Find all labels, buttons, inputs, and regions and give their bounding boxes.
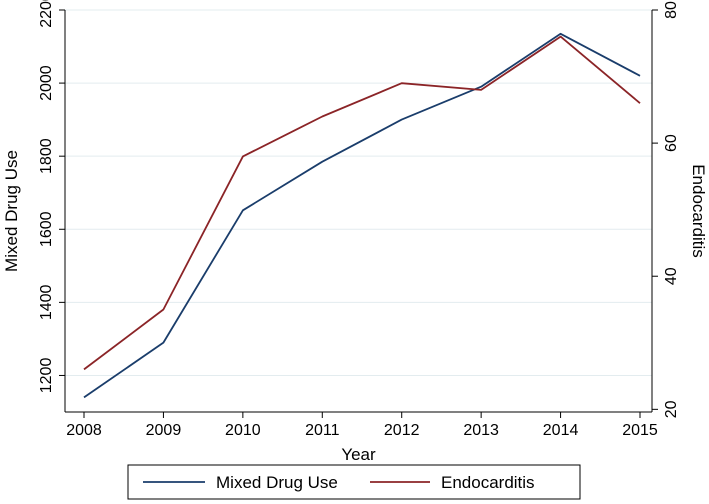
x-tick-label-2014: 2014: [543, 422, 579, 439]
x-tick-label-2015: 2015: [622, 422, 658, 439]
right-tick-label-40: 40: [663, 267, 680, 285]
left-tick-label-2200: 2200: [38, 0, 55, 28]
x-tick-label-2012: 2012: [384, 422, 420, 439]
x-tick-label-2009: 2009: [146, 422, 182, 439]
gridlines: [65, 9, 652, 376]
left-y-ticks: 1200 1400 1600 1800 2000 2200: [38, 0, 65, 393]
right-y-axis-title: Endocarditis: [689, 164, 708, 258]
series-lines: [83, 32, 641, 399]
left-tick-label-1200: 1200: [38, 358, 55, 394]
right-y-ticks: 20 40 60 80: [652, 1, 680, 418]
x-tick-label-2011: 2011: [305, 422, 340, 439]
legend: Mixed Drug Use Endocarditis: [127, 464, 581, 500]
right-tick-label-20: 20: [663, 400, 680, 418]
right-tick-label-60: 60: [663, 134, 680, 152]
left-y-axis-title: Mixed Drug Use: [2, 150, 21, 272]
left-tick-label-1800: 1800: [38, 138, 55, 174]
series-line-endocarditis: [83, 35, 641, 371]
legend-label-mixed-drug-use: Mixed Drug Use: [216, 473, 338, 492]
x-tick-label-2013: 2013: [463, 422, 499, 439]
left-tick-label-1400: 1400: [38, 284, 55, 320]
x-tick-label-2008: 2008: [66, 422, 102, 439]
right-tick-label-80: 80: [663, 1, 680, 19]
left-tick-label-2000: 2000: [38, 65, 55, 101]
x-tick-label-2010: 2010: [225, 422, 261, 439]
series-line-mixed-drug-use: [83, 32, 641, 399]
legend-label-endocarditis: Endocarditis: [441, 473, 535, 492]
left-tick-label-1600: 1600: [38, 211, 55, 247]
x-ticks: 2008 2009 2010 2011 2012 2013 2014 2015: [66, 412, 658, 439]
x-axis-title: Year: [341, 445, 376, 464]
